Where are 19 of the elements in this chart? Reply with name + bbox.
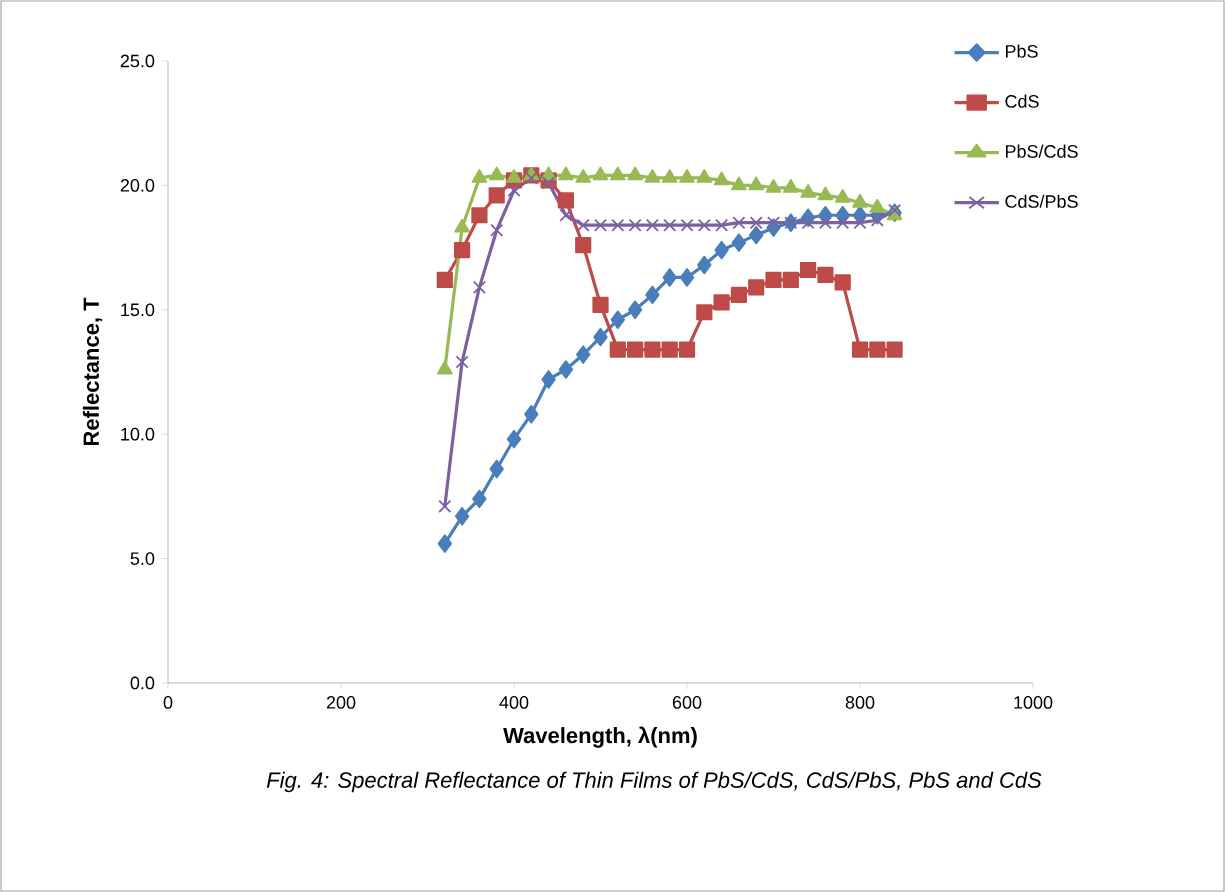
- legend-label: CdS: [1005, 94, 1039, 108]
- x-tick-label: 600: [672, 696, 702, 709]
- y-tick-label: 10.0: [121, 427, 155, 441]
- x-axis-title: Wavelength, λ(nm): [503, 726, 697, 748]
- y-tick-label: 15.0: [121, 303, 155, 317]
- y-tick-label: 0.0: [130, 676, 155, 690]
- x-tick-label: 800: [845, 696, 875, 709]
- legend-label: PbS: [1005, 44, 1038, 58]
- y-tick-label: 20.0: [120, 179, 155, 192]
- x-tick-label: 400: [499, 696, 529, 709]
- x-tick-label: 200: [326, 696, 356, 709]
- legend-label: CdS/PbS: [1005, 194, 1078, 208]
- legend-label: PbS/CdS: [1005, 144, 1078, 158]
- caption: Fig. 4: Spectral Reflectance of Thin Films of PbS/CdS, CdS/PbS, PbS and CdS: [266, 771, 1042, 793]
- x-tick-label: 0: [163, 696, 173, 709]
- x-tick-label: 1000: [1014, 696, 1053, 709]
- y-tick-label: 25.0: [120, 54, 155, 68]
- y-tick-label: 5.0: [130, 552, 155, 565]
- y-axis-title: Reflectance, T: [82, 297, 103, 446]
